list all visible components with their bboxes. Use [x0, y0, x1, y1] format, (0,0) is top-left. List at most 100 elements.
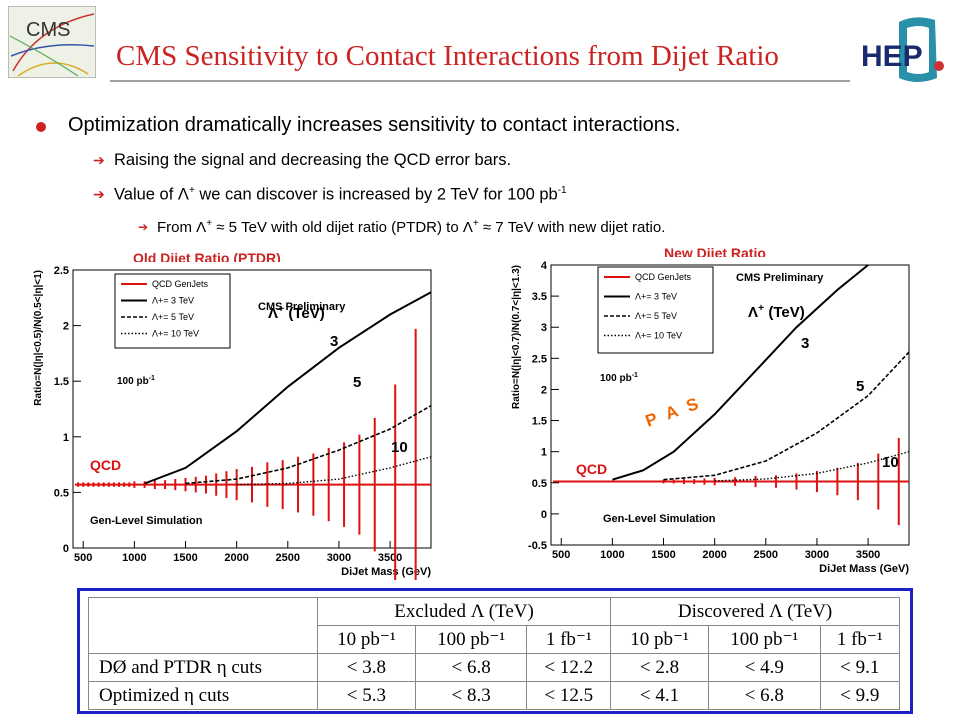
arrow-right-icon: ➔ [93, 186, 105, 202]
y-tick-label: 4 [541, 260, 548, 272]
y-tick-label: 0.5 [54, 487, 69, 499]
lambda-tev-label: Λ+ (TeV) [268, 303, 325, 322]
bullet-sub-2: Value of Λ+ we can discover is increased… [114, 185, 567, 205]
table-subheader-cell: 10 pb⁻¹ [610, 625, 709, 654]
y-tick-label: -0.5 [528, 540, 547, 552]
legend-box [114, 273, 231, 349]
bullet-main: Optimization dramatically increases sens… [68, 114, 681, 136]
table-cell: < 3.8 [317, 653, 416, 682]
x-tick-label: 500 [552, 549, 570, 561]
hep-logo: HEP [861, 17, 944, 82]
series-line-3 [714, 451, 910, 482]
table-subheader-cell: 1 fb⁻¹ [526, 625, 612, 654]
table-header-discovered: Discovered Λ (TeV) [610, 597, 900, 626]
b3-pre: Value of Λ [114, 185, 189, 204]
bullet-dot-icon [36, 122, 46, 132]
b3-sup2: -1 [557, 185, 567, 196]
series-line-1 [144, 291, 432, 485]
plot-frame [72, 269, 432, 549]
table-cell: < 9.9 [819, 681, 901, 710]
curve-label-10: 10 [882, 454, 899, 471]
table-subheader-cell: 10 pb⁻¹ [317, 625, 416, 654]
x-tick-label: 3500 [856, 549, 880, 561]
legend-label: QCD GenJets [635, 272, 692, 282]
x-tick-label: 3000 [327, 552, 351, 564]
x-tick-label: 500 [74, 552, 92, 564]
x-tick-label: 1500 [651, 549, 675, 561]
curve-label-10: 10 [391, 439, 408, 456]
table-header-row: Excluded Λ (TeV) Discovered Λ (TeV) [88, 597, 900, 654]
y-tick-label: 1 [63, 432, 69, 444]
x-axis-label: DiJet Mass (GeV) [819, 563, 909, 575]
results-table-box: Excluded Λ (TeV) Discovered Λ (TeV) 10 p… [77, 588, 913, 714]
table-row: DØ and PTDR η cuts < 3.8 < 6.8 < 12.2 < … [88, 653, 901, 682]
x-tick-label: 1500 [173, 552, 197, 564]
y-axis-label: Ratio=N(|η|<0.5)/N(0.5<|η|<1) [33, 270, 44, 406]
table-row: Optimized η cuts < 5.3 < 8.3 < 12.5 < 4.… [88, 681, 901, 710]
curve-label-5: 5 [353, 374, 361, 391]
plot-background [30, 262, 440, 580]
table-cell: < 8.3 [414, 681, 528, 710]
table-cell: < 5.3 [317, 681, 416, 710]
y-tick-label: 3 [541, 322, 547, 334]
legend-label: Λ+= 5 TeV [152, 312, 194, 322]
y-axis-label: Ratio=N(|η|<0.7)/N(0.7<|η|<1.3) [511, 265, 522, 409]
curve-label-3: 3 [330, 333, 338, 350]
y-tick-label: 1.5 [532, 416, 547, 428]
table-cell: < 4.9 [707, 653, 821, 682]
y-tick-label: 0.5 [532, 478, 547, 490]
y-tick-label: 2 [541, 384, 547, 396]
legend-label: Λ+= 10 TeV [152, 329, 199, 339]
b3-mid: we can discover is increased by 2 TeV fo… [194, 185, 558, 204]
b4-a: From Λ [157, 219, 207, 236]
x-axis-label: DiJet Mass (GeV) [341, 566, 431, 578]
arrow-right-icon: ➔ [93, 152, 105, 168]
b3-sup: + [188, 185, 195, 196]
x-tick-label: 2500 [276, 552, 300, 564]
lambda-tev-label: Λ+ (TeV) [748, 302, 805, 321]
table-cell: < 12.5 [526, 681, 612, 710]
x-tick-label: 1000 [122, 552, 146, 564]
cms-logo: CMS [8, 6, 96, 78]
y-tick-label: 1 [541, 447, 547, 459]
luminosity-label: 100 pb-1 [117, 375, 155, 387]
y-tick-label: 1.5 [54, 376, 69, 388]
table-subheader-cell: 100 pb⁻¹ [414, 625, 528, 654]
y-tick-label: 0 [541, 509, 547, 521]
table-subheader-cell: 1 fb⁻¹ [819, 625, 901, 654]
legend-label: Λ+= 3 TeV [635, 292, 677, 302]
bullet-sub-1: Raising the signal and decreasing the QC… [114, 151, 512, 169]
cms-preliminary-label: CMS Preliminary [258, 301, 346, 313]
legend-label: Λ+= 10 TeV [635, 331, 682, 341]
series-line-2 [185, 405, 432, 485]
legend-box [597, 266, 714, 354]
x-tick-label: 3500 [378, 552, 402, 564]
table-subheader-cell: 100 pb⁻¹ [707, 625, 821, 654]
title-divider [110, 80, 850, 82]
b4-sup1: + [206, 218, 213, 229]
table-cell: < 6.8 [414, 653, 528, 682]
y-tick-label: 2 [63, 321, 69, 333]
cms-preliminary-label: CMS Preliminary [736, 272, 824, 284]
luminosity-label: 100 pb-1 [600, 372, 638, 384]
plot-old-dijet-ratio: 500 1000 1500 2000 2500 3000 3500 0 0.5 1 1.5 2 2.5 D… [30, 262, 440, 580]
table-header-excluded: Excluded Λ (TeV) [316, 597, 612, 626]
cms-logo-text: CMS [26, 19, 70, 41]
table-cell: < 9.1 [819, 653, 901, 682]
bullet-subsub-1: From Λ+ ≈ 5 TeV with old dijet ratio (PT… [157, 218, 665, 236]
b4-sup2: + [472, 218, 479, 229]
table-row-label: DØ and PTDR η cuts [88, 653, 318, 682]
arrow-right-icon: ➔ [138, 220, 149, 234]
gen-level-simulation-label: Gen-Level Simulation [603, 513, 716, 525]
x-tick-label: 2000 [224, 552, 248, 564]
x-tick-label: 1000 [600, 549, 624, 561]
y-tick-label: 2.5 [54, 265, 69, 277]
legend-label: Λ+= 3 TeV [152, 296, 194, 306]
y-tick-label: 3.5 [532, 291, 547, 303]
series-line-1 [612, 264, 869, 481]
gen-level-simulation-label: Gen-Level Simulation [90, 515, 203, 527]
curve-label-5: 5 [856, 378, 864, 395]
legend-label: QCD GenJets [152, 279, 209, 289]
slide-title: CMS Sensitivity to Contact Interactions … [116, 40, 779, 72]
results-table: Excluded Λ (TeV) Discovered Λ (TeV) 10 p… [88, 597, 901, 710]
